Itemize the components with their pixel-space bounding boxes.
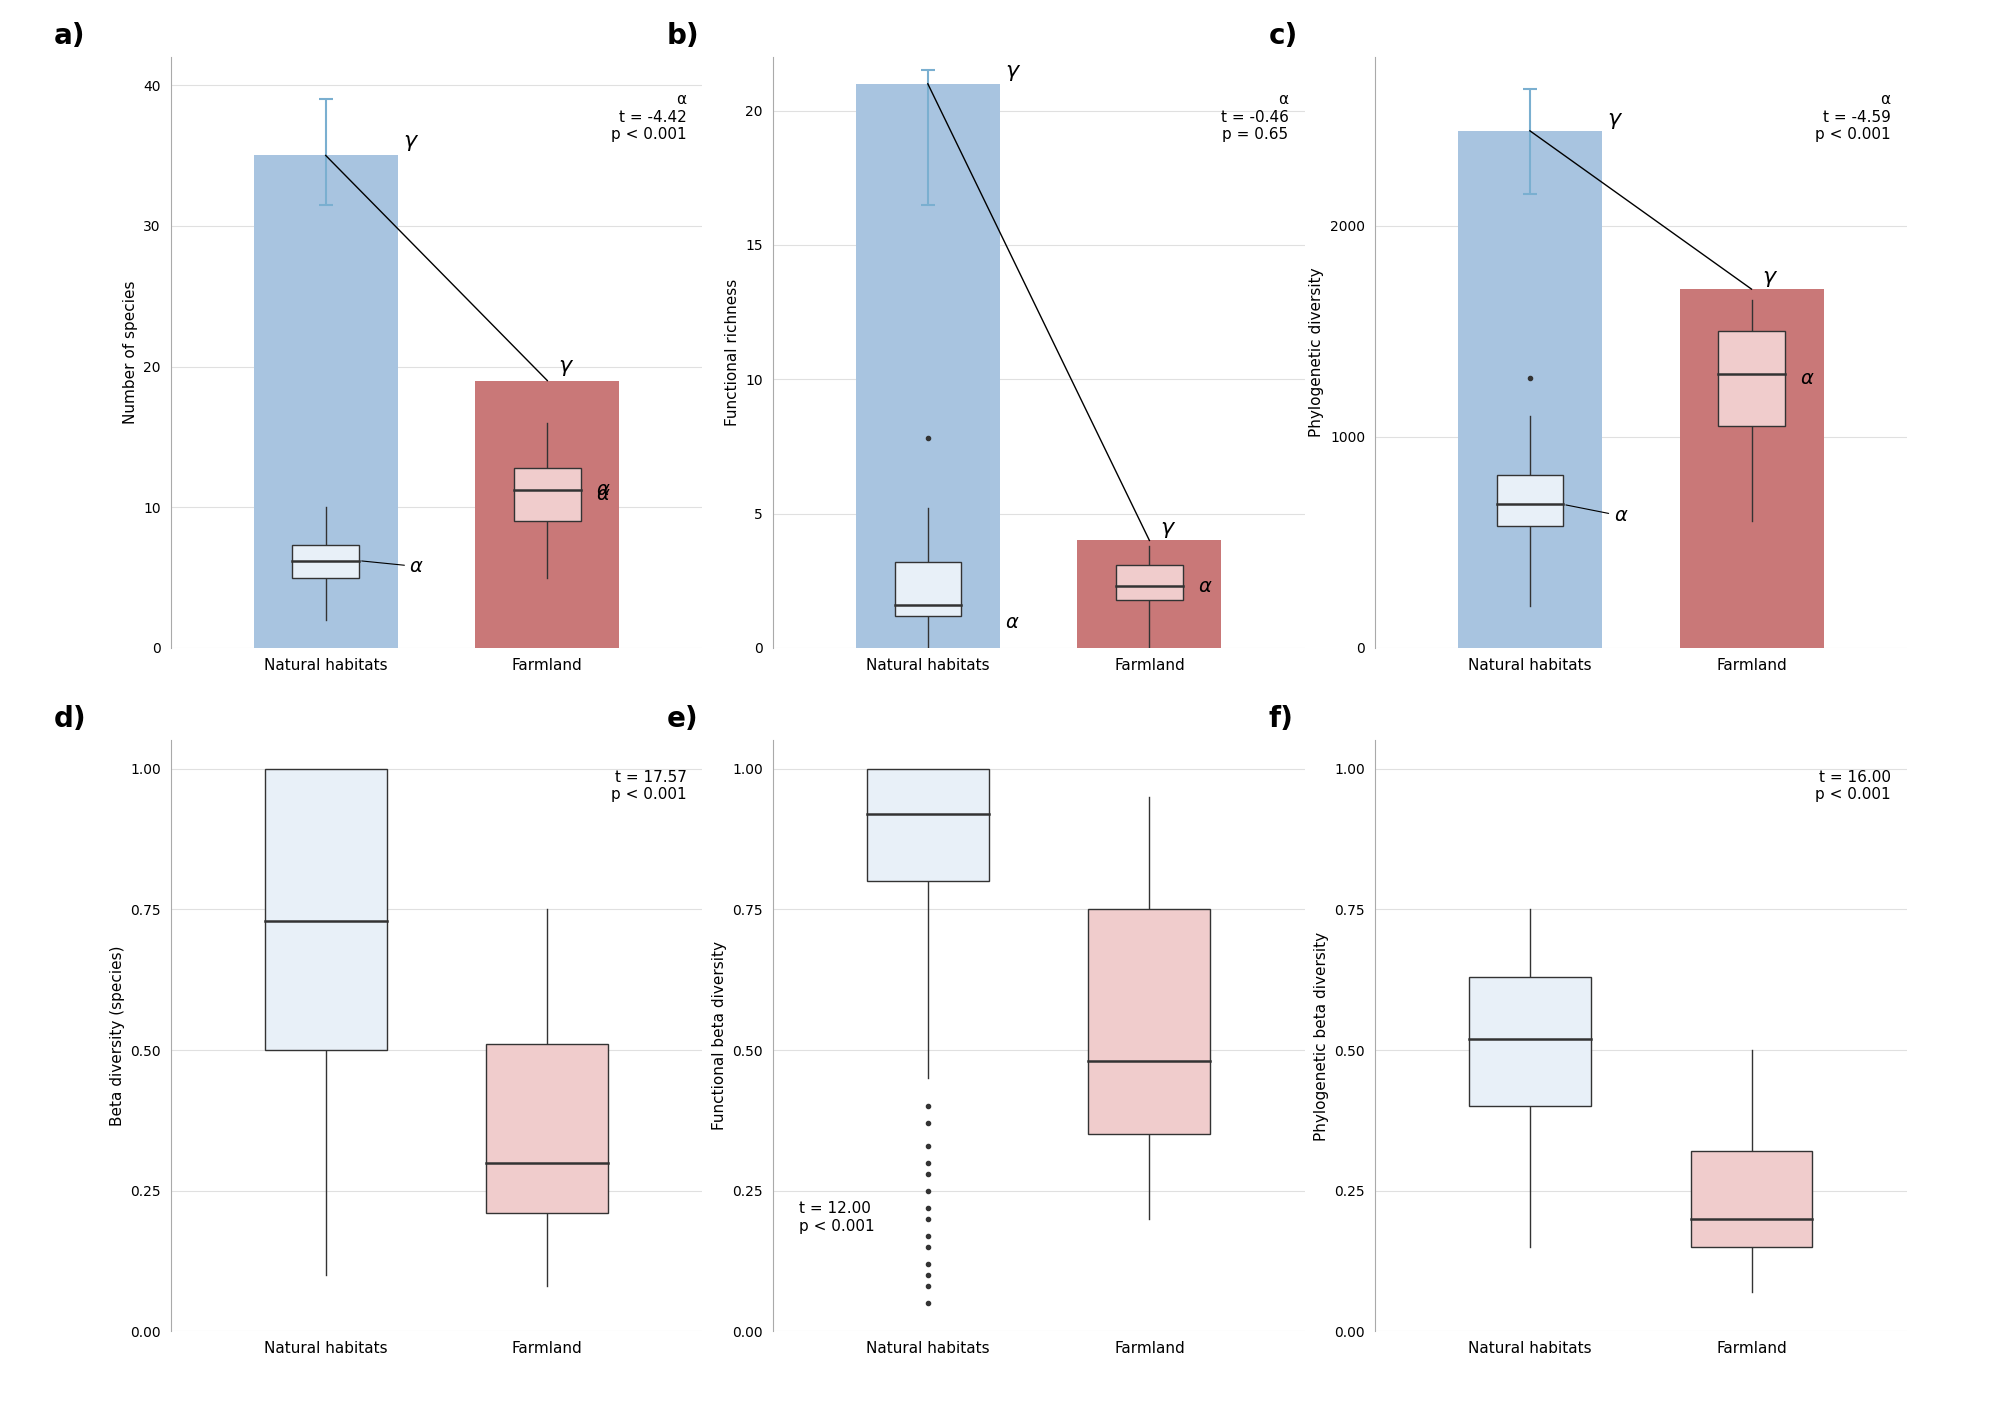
Text: α: α (596, 480, 608, 498)
Text: α
t = -4.42
p < 0.001: α t = -4.42 p < 0.001 (610, 93, 686, 142)
Bar (1690, 1152, 1812, 1247)
Bar (855, 84, 999, 648)
Bar (1497, 474, 1563, 525)
Text: a): a) (54, 21, 84, 50)
Text: γ: γ (1160, 518, 1174, 538)
Text: α: α (596, 486, 608, 504)
Text: γ: γ (558, 356, 572, 376)
Y-axis label: Functional richness: Functional richness (725, 279, 741, 426)
Text: t = 12.00
p < 0.001: t = 12.00 p < 0.001 (799, 1202, 875, 1233)
Text: α: α (1006, 612, 1018, 632)
Y-axis label: Functional beta diversity: Functional beta diversity (712, 941, 727, 1131)
Bar (867, 769, 989, 881)
Text: b): b) (666, 21, 698, 50)
Text: t = 17.57
p < 0.001: t = 17.57 p < 0.001 (610, 770, 686, 803)
Text: α: α (361, 557, 423, 575)
Y-axis label: Number of species: Number of species (122, 281, 138, 424)
Text: γ: γ (1006, 61, 1018, 81)
Bar (1457, 131, 1602, 648)
Bar (265, 769, 387, 1049)
Bar (514, 468, 580, 521)
Bar (1078, 541, 1222, 648)
Text: γ: γ (403, 131, 415, 151)
Text: α
t = -0.46
p = 0.65: α t = -0.46 p = 0.65 (1220, 93, 1288, 142)
Text: α
t = -4.59
p < 0.001: α t = -4.59 p < 0.001 (1814, 93, 1891, 142)
Y-axis label: Phylogenetic beta diversity: Phylogenetic beta diversity (1315, 931, 1329, 1141)
Text: c): c) (1268, 21, 1299, 50)
Bar (486, 1044, 608, 1213)
Bar (895, 562, 961, 615)
Text: t = 16.00
p < 0.001: t = 16.00 p < 0.001 (1814, 770, 1891, 803)
Y-axis label: Beta diversity (species): Beta diversity (species) (110, 946, 124, 1126)
Bar (1469, 977, 1592, 1106)
Text: γ: γ (1608, 108, 1620, 128)
Bar (1088, 910, 1210, 1135)
Text: f): f) (1268, 705, 1293, 733)
Text: α: α (1565, 506, 1628, 525)
Text: α: α (1800, 369, 1812, 389)
Bar (1718, 332, 1784, 426)
Text: d): d) (54, 705, 86, 733)
Bar (1680, 289, 1824, 648)
Text: α: α (1198, 577, 1210, 595)
Text: γ: γ (1762, 268, 1776, 288)
Text: e): e) (666, 705, 698, 733)
Bar (253, 155, 397, 648)
Bar (293, 545, 359, 578)
Y-axis label: Phylogenetic diversity: Phylogenetic diversity (1309, 268, 1325, 437)
Bar (476, 380, 620, 648)
Bar (1116, 565, 1182, 600)
